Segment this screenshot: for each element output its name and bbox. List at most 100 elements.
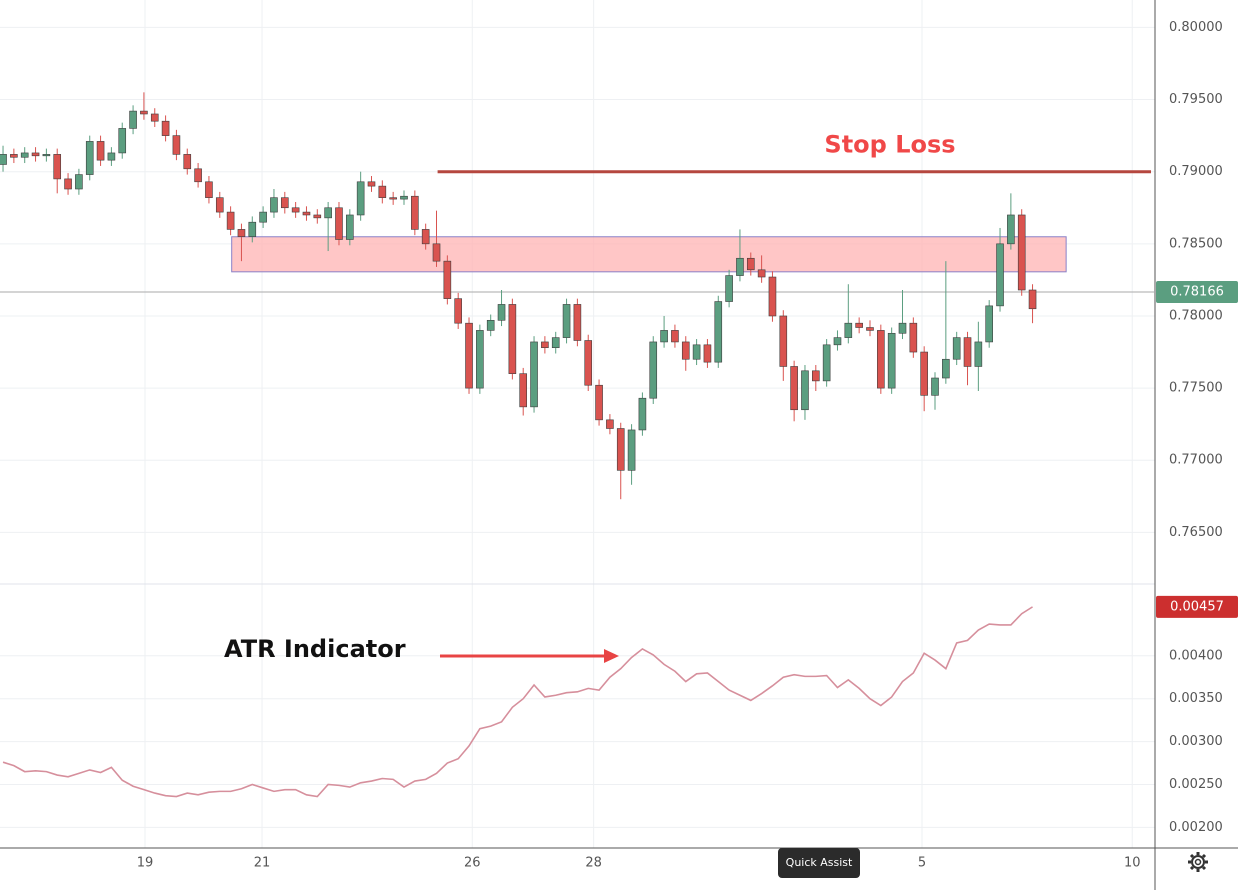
candle-body <box>248 221 257 237</box>
candle-body <box>616 428 625 471</box>
candle-body <box>508 304 517 374</box>
candle-body <box>42 154 51 157</box>
candle-body <box>866 327 874 331</box>
candle-body <box>270 197 278 213</box>
candle-body <box>833 337 842 346</box>
candle-body <box>573 304 582 341</box>
atr-indicator-label: ATR Indicator <box>224 635 406 663</box>
candle-body <box>313 214 322 219</box>
candle-body <box>974 341 983 367</box>
settings-icon[interactable] <box>1188 852 1208 872</box>
candle-body <box>681 341 690 360</box>
candle-body <box>952 337 961 360</box>
y-tick-label: 0.79500 <box>1169 92 1223 107</box>
candle-body <box>985 305 993 343</box>
candle-body <box>183 154 192 170</box>
last-price-label: 0.78166 <box>1170 285 1224 300</box>
candle-body <box>562 304 571 338</box>
candle-body <box>85 141 94 175</box>
candle-body <box>259 211 267 223</box>
candle-body <box>779 315 788 367</box>
candle-body <box>649 341 658 399</box>
candle-body <box>486 319 495 331</box>
candle-body <box>963 337 972 367</box>
candle-body <box>584 340 593 386</box>
candle-body <box>10 154 18 158</box>
x-tick-label: 28 <box>585 856 602 871</box>
candle-body <box>411 195 419 230</box>
candle-body <box>205 181 213 198</box>
candle-body <box>898 322 907 334</box>
y2-tick-label: 0.00200 <box>1169 820 1223 835</box>
candle-body <box>942 358 950 379</box>
candle-body <box>465 322 473 389</box>
candle-body <box>400 195 408 200</box>
y2-tick-label: 0.00350 <box>1169 691 1223 706</box>
y-tick-label: 0.78000 <box>1169 308 1223 323</box>
candle-body <box>638 397 647 431</box>
candle-body <box>551 337 560 349</box>
candle-body <box>335 207 343 240</box>
candle-body <box>725 275 733 302</box>
candle-body <box>454 298 462 324</box>
candle-body <box>443 260 452 299</box>
candle-body <box>367 181 376 187</box>
candle-body <box>996 243 1004 307</box>
y-tick-label: 0.80000 <box>1169 20 1223 35</box>
candle-body <box>194 168 202 183</box>
candle-body <box>844 322 853 338</box>
candle-body <box>595 384 603 421</box>
quick-assist-bg <box>778 848 860 878</box>
candle-body <box>324 207 332 219</box>
candle-body <box>64 178 72 190</box>
y-tick-label: 0.78500 <box>1169 236 1223 251</box>
candle-body <box>692 344 701 360</box>
atr-last-label-bg <box>1156 595 1238 618</box>
candle-body <box>746 257 755 271</box>
candle-body <box>714 301 723 363</box>
candle-body <box>75 174 83 190</box>
candle-body <box>497 304 506 321</box>
arrow-head <box>604 649 619 663</box>
candle-body <box>768 276 777 317</box>
candle-body <box>627 429 636 471</box>
x-tick-label: 21 <box>254 856 271 871</box>
candle-body <box>530 341 538 408</box>
candle-body <box>822 344 831 382</box>
candle-body <box>140 110 148 115</box>
candle-body <box>421 229 430 245</box>
candle-body <box>757 269 766 278</box>
candle-body <box>703 344 712 363</box>
quick-assist: Quick Assist <box>786 856 853 869</box>
candle-body <box>855 322 863 328</box>
atr-line <box>2 606 1033 798</box>
candle-body <box>1007 214 1015 245</box>
candle-body <box>172 135 181 155</box>
candle-body <box>920 351 928 396</box>
candle-body <box>378 185 387 198</box>
candle-body <box>346 214 354 240</box>
candle-body <box>389 197 397 200</box>
candle-body <box>53 154 62 180</box>
y-tick-label: 0.77500 <box>1169 381 1223 396</box>
candle-body <box>150 113 159 122</box>
candle-body <box>519 373 528 408</box>
candle-body <box>237 229 246 237</box>
candle-body <box>476 330 484 389</box>
y2-tick-label: 0.00300 <box>1169 734 1223 749</box>
candle-body <box>931 377 939 396</box>
candle-body <box>118 128 127 154</box>
x-tick-label: 10 <box>1124 856 1141 871</box>
resistance-zone <box>231 236 1067 273</box>
candle-body <box>671 330 679 343</box>
candle-body <box>812 370 820 382</box>
y-tick-label: 0.77000 <box>1169 453 1223 468</box>
candle-body <box>356 181 365 216</box>
candle-body <box>606 419 614 429</box>
candle-body <box>226 211 235 230</box>
candle-body <box>0 154 7 165</box>
candle-body <box>1017 214 1026 291</box>
x-tick-label: 26 <box>464 856 481 871</box>
stop-loss-label: Stop Loss <box>824 131 955 159</box>
